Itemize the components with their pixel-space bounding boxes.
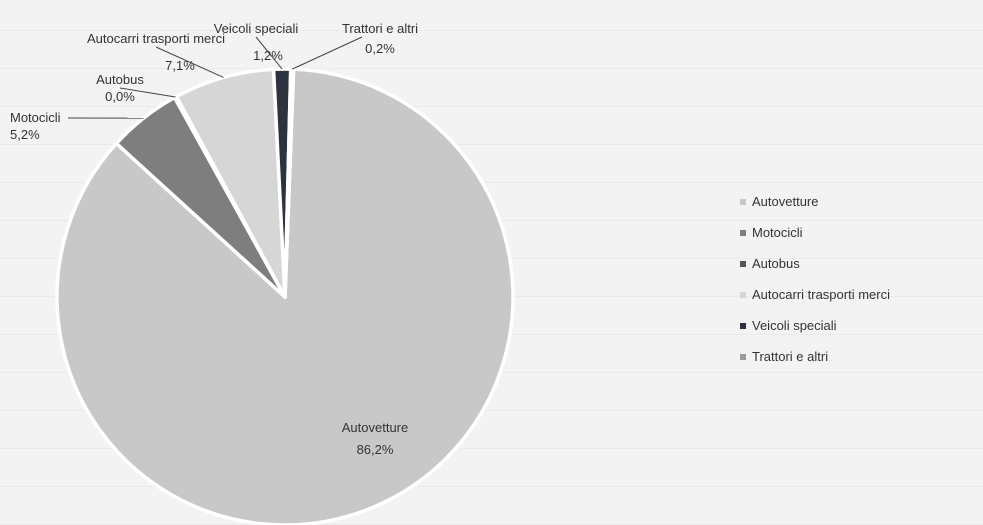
slice-value-label: 0,0% xyxy=(105,89,135,104)
slice-category-label: Autovetture xyxy=(342,420,409,435)
legend-item: Motocicli xyxy=(740,217,890,248)
legend-item: Trattori e altri xyxy=(740,341,890,372)
slice-value-label: 1,2% xyxy=(253,48,283,63)
slice-value-label: 7,1% xyxy=(165,58,195,73)
legend-label: Motocicli xyxy=(752,225,803,240)
slice-category-label: Autocarri trasporti merci xyxy=(87,31,225,46)
slice-value-label: 5,2% xyxy=(10,127,40,142)
legend-label: Trattori e altri xyxy=(752,349,829,364)
legend-swatch xyxy=(740,260,746,267)
slice-category-label: Veicoli speciali xyxy=(214,21,299,36)
slice-value-label: 86,2% xyxy=(357,442,394,457)
legend-swatch xyxy=(740,322,746,329)
slice-category-label: Autobus xyxy=(96,72,144,87)
pie-slice-autocarri-trasporti-merci xyxy=(174,67,287,299)
leader-line xyxy=(291,36,363,70)
legend-label: Autocarri trasporti merci xyxy=(752,287,890,302)
slice-category-label: Trattori e altri xyxy=(342,21,418,36)
leader-line xyxy=(255,36,283,70)
legend: Autovetture Motocicli Autobus Autocarri tra… xyxy=(740,186,890,372)
leader-line xyxy=(155,46,224,78)
legend-label: Veicoli speciali xyxy=(752,318,837,333)
leader-line xyxy=(119,87,176,98)
legend-item: Autovetture xyxy=(740,186,890,217)
leader-lines xyxy=(67,36,363,119)
slice-value-label: 0,2% xyxy=(365,41,395,56)
legend-item: Veicoli speciali xyxy=(740,310,890,341)
pie-slices xyxy=(55,67,515,525)
legend-item: Autobus xyxy=(740,248,890,279)
legend-swatch xyxy=(740,291,746,298)
legend-swatch xyxy=(740,229,746,236)
slice-labels: Autovetture 86,2% Motocicli 5,2% Autobus 0,0%… xyxy=(10,21,418,457)
legend-item: Autocarri trasporti merci xyxy=(740,279,890,310)
slice-category-label: Motocicli xyxy=(10,110,61,125)
legend-label: Autovetture xyxy=(752,194,819,209)
legend-label: Autobus xyxy=(752,256,800,271)
legend-swatch xyxy=(740,198,746,205)
legend-swatch xyxy=(740,353,746,360)
